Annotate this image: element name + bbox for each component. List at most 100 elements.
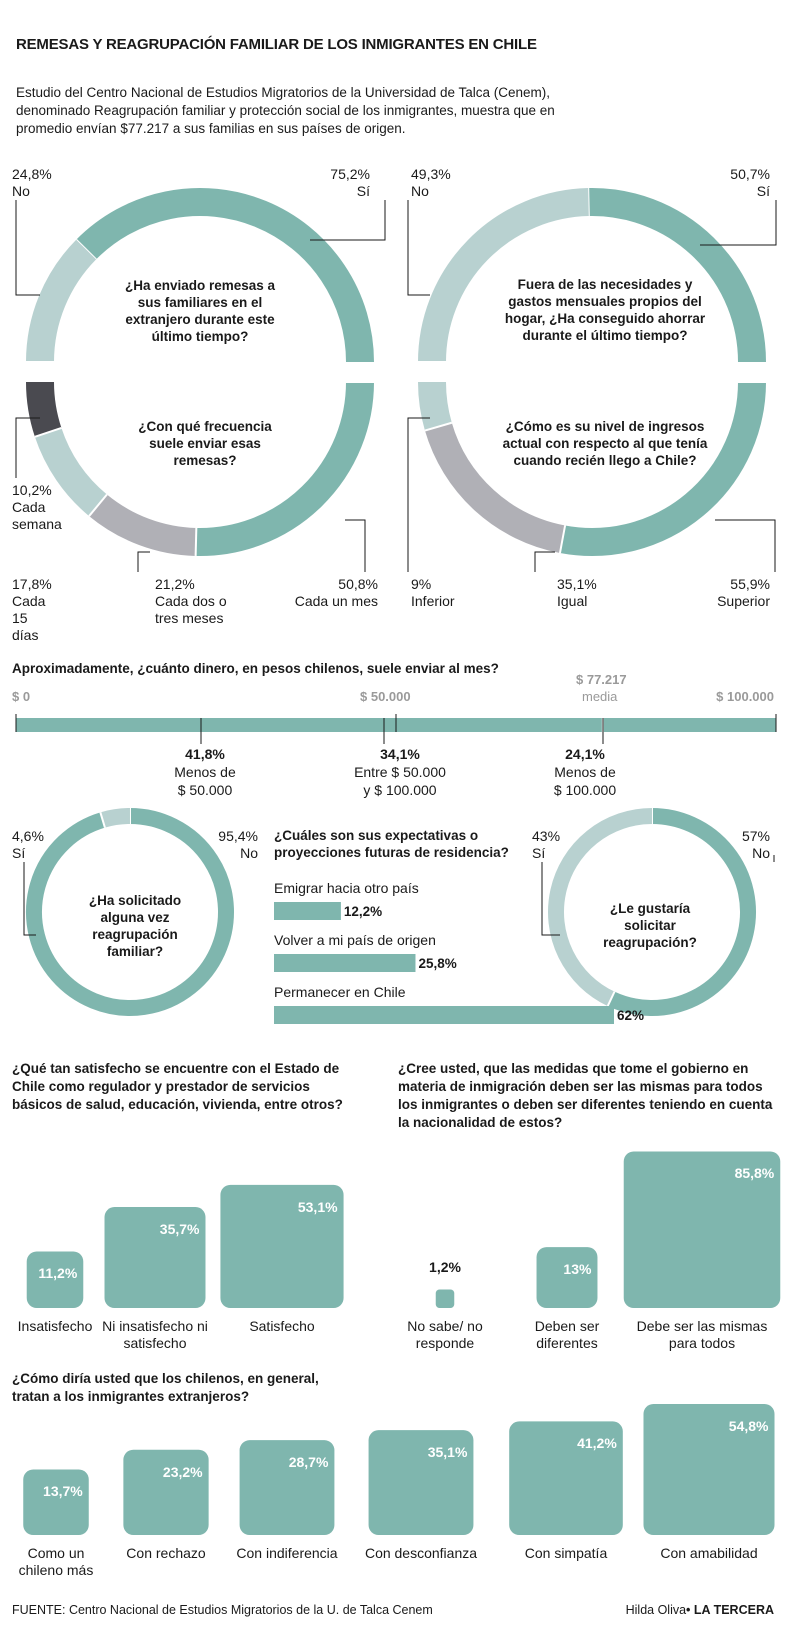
remesas-si-label: Sí (356, 183, 370, 199)
solicitado-slice-1 (100, 808, 131, 828)
leader-line-12 (541, 862, 560, 936)
med-labels-category-1: Deben ser diferentes (534, 1318, 600, 1351)
frecuencia-slice-0 (195, 381, 374, 556)
expectativas-question: ¿Cuáles son sus expectativas o proyeccio… (274, 828, 509, 860)
sat-labels-category-2: Satisfecho (249, 1318, 315, 1334)
trato-labels-value-3: 35,1% (427, 1444, 468, 1461)
ingresos-igual-value: 35,1% (557, 576, 597, 592)
satisfaccion-box-1 (104, 1207, 206, 1308)
monto-tick-100000: $ 100.000 (716, 689, 774, 704)
medidas-box-1 (536, 1247, 598, 1308)
ingresos-superior-value: 55,9% (730, 576, 770, 592)
ahorro-question: Fuera de las necesidades y gastos mensua… (504, 277, 706, 343)
ahorro-si-value: 50,7% (730, 166, 770, 182)
donut-charts (26, 188, 766, 1016)
medidas-box-0 (435, 1289, 455, 1308)
trato-labels-category-4: Con simpatía (524, 1545, 608, 1561)
expectativas-value-2: 62% (617, 1008, 645, 1023)
sat-labels-category-0: Insatisfecho (17, 1318, 93, 1334)
monto-group-1-line1: Menos de (174, 764, 236, 780)
monto-group-3-line2: $ 100.000 (553, 782, 617, 798)
ingresos-inferior-value: 9% (411, 576, 432, 592)
med-labels-category-2: Debe ser las mismas para todos (636, 1318, 768, 1351)
gustaria-slice-1 (548, 808, 653, 1007)
leader-line-1 (310, 200, 386, 241)
solicitado-no-label: No (240, 845, 258, 861)
trato-box-5 (643, 1403, 775, 1535)
frecuencia-question: ¿Con qué frecuencia suele enviar esas re… (138, 419, 272, 468)
trato-labels-value-4: 41,2% (577, 1435, 617, 1452)
monto-group-2-pct: 34,1% (380, 746, 420, 762)
leader-line-5 (137, 551, 150, 572)
solicitado-no-value: 95,4% (218, 828, 258, 844)
trato-question: ¿Cómo diría usted que los chilenos, en g… (12, 1371, 319, 1404)
trato-labels-value-5: 54,8% (728, 1417, 769, 1434)
remesas-slice-1 (26, 239, 97, 363)
remesas-no-value: 24,8% (12, 166, 52, 182)
remesas-no-label: No (12, 183, 30, 199)
trato-labels-category-0: Como un chileno más (18, 1545, 94, 1578)
ingresos-inferior-label: Inferior (411, 593, 455, 609)
monto-tick-50000: $ 50.000 (360, 689, 411, 704)
sat-labels-value-1: 35,7% (159, 1221, 200, 1238)
leader-line-4 (15, 417, 40, 478)
frecuencia-mes-label: Cada un mes (294, 593, 378, 609)
expectativas-value-1: 25,8% (418, 956, 457, 971)
leader-line-8 (534, 551, 555, 572)
frecuencia-semana-value: 10,2% (12, 482, 52, 498)
trato-box-2 (239, 1440, 335, 1535)
monto-group-3-pct: 24,1% (565, 746, 605, 762)
sat-labels-value-2: 53,1% (297, 1198, 338, 1215)
gustaria-si-label: Sí (532, 845, 546, 861)
monto-mean-label: media (582, 689, 618, 704)
monto-group-1: 41,8% Menos de $ 50.000 (150, 745, 260, 799)
gustaria-si-value: 43% (532, 828, 561, 844)
trato-labels-value-1: 23,2% (162, 1463, 203, 1480)
ingresos-slice-2 (418, 381, 452, 431)
ahorro-slice-0 (588, 188, 766, 363)
frecuencia-slice-2 (34, 427, 108, 517)
ingresos-slice-1 (424, 422, 566, 554)
medidas-box-2 (623, 1151, 781, 1308)
solicitado-slice-0 (26, 808, 234, 1016)
remesas-si-value: 75,2% (330, 166, 370, 182)
monto-group-3-line1: Menos de (554, 764, 616, 780)
solicitado-si-value: 4,6% (12, 828, 44, 844)
frecuencia-tresmeses-value: 21,2% (155, 576, 195, 592)
trato-labels-category-1: Con rechazo (126, 1545, 206, 1561)
trato-labels-category-3: Con desconfianza (364, 1545, 478, 1561)
med-labels-value-0: 1,2% (429, 1259, 461, 1276)
leader-line-7 (407, 417, 430, 572)
ahorro-no-label: No (411, 183, 429, 199)
satisfaccion-box-2 (220, 1184, 344, 1308)
gustaria-slice-0 (607, 808, 756, 1016)
frecuencia-semana-label: Cada semana (12, 499, 62, 532)
frecuencia-tresmeses-label: Cada dos o tres meses (155, 593, 227, 626)
ingresos-slice-0 (559, 381, 766, 556)
expectativas-bar-0 (274, 902, 341, 920)
sat-labels-category-1: Ni insatisfecho ni satisfecho (102, 1318, 208, 1351)
leader-line-10 (23, 862, 36, 936)
trato-box-3 (368, 1430, 474, 1535)
frecuencia-15dias-label: Cada 15 días (12, 593, 46, 643)
satisfaccion-question: ¿Qué tan satisfecho se encuentre con el … (12, 1061, 343, 1112)
ahorro-si-label: Sí (756, 183, 770, 199)
leader-line-3 (700, 200, 777, 246)
footer-credit: Hilda Oliva• LA TERCERA (625, 1603, 774, 1617)
monto-group-2: 34,1% Entre $ 50.000 y $ 100.000 (335, 745, 465, 799)
leader-line-0 (15, 200, 40, 296)
medidas-question: ¿Cree usted, que las medidas que tome el… (398, 1061, 773, 1130)
ahorro-no-value: 49,3% (411, 166, 451, 182)
expectativas-bar-2 (274, 1006, 614, 1024)
expectativas-cat-0: Emigrar hacia otro país (274, 880, 419, 896)
expectativas-cat-1: Volver a mi país de origen (274, 932, 436, 948)
expectativas-value-0: 12,2% (343, 904, 383, 919)
frecuencia-15dias-value: 17,8% (12, 576, 52, 592)
footer-source: FUENTE: Centro Nacional de Estudios Migr… (12, 1603, 433, 1617)
monto-mean-value: $ 77.217 (576, 672, 627, 687)
trato-box-1 (123, 1449, 209, 1535)
monto-question: Aproximadamente, ¿cuánto dinero, en peso… (12, 661, 499, 676)
gustaria-no-label: No (752, 845, 770, 861)
solicitado-question: ¿Ha solicitado alguna vez reagrupación f… (88, 893, 182, 959)
